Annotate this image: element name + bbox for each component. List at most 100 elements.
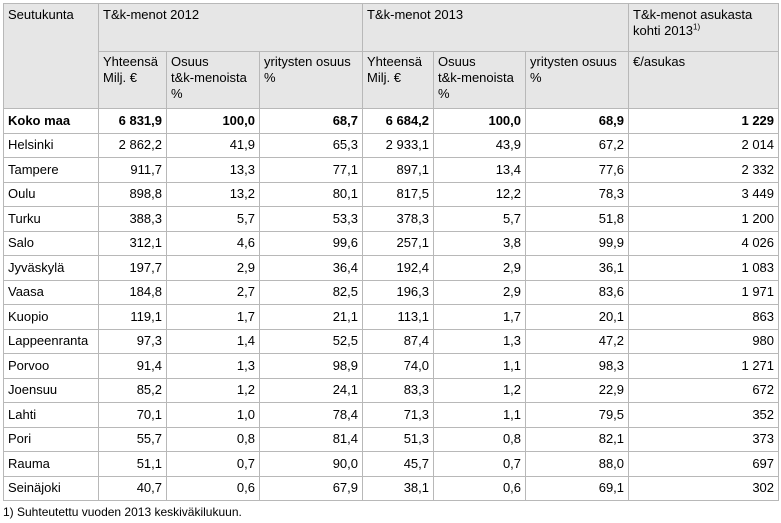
cell-region: Kuopio	[3, 304, 99, 330]
label-line: t&k-menoista	[438, 70, 514, 85]
cell-company-share-2012: 24,1	[258, 377, 364, 403]
cell-share-2013: 3,8	[433, 230, 527, 256]
cell-total-2012: 119,1	[98, 304, 167, 330]
cell-share-2013: 13,4	[433, 157, 527, 183]
table-row: Seinäjoki 40,7 0,6 67,9 38,1 0,6 69,1 302	[3, 475, 780, 501]
cell-company-share-2013: 78,3	[525, 181, 630, 207]
cell-total-2012: 197,7	[98, 255, 167, 281]
label-line: Milj. €	[367, 70, 401, 85]
cell-total-2013: 74,0	[362, 353, 435, 379]
cell-per-capita-2013: 1 229	[628, 108, 780, 134]
table-body: Koko maa 6 831,9 100,0 68,7 6 684,2 100,0 68,9…	[3, 108, 780, 501]
cell-company-share-2013: 20,1	[525, 304, 630, 330]
cell-share-2013: 0,7	[433, 451, 527, 477]
table-row: Lahti 70,1 1,0 78,4 71,3 1,1 79,5 352	[3, 402, 780, 428]
cell-share-2012: 1,7	[166, 304, 260, 330]
cell-total-2013: 2 933,1	[362, 132, 435, 158]
per-capita-title: T&k-menot asukasta kohti 2013	[633, 7, 753, 38]
label-line: t&k-menoista	[171, 70, 247, 85]
col-header-share-2012: Osuus t&k-menoista%	[166, 51, 260, 109]
cell-total-2013: 6 684,2	[362, 108, 435, 134]
col-header-company-2013: yritysten osuus%	[525, 51, 630, 109]
cell-total-2012: 312,1	[98, 230, 167, 256]
cell-share-2012: 5,7	[166, 206, 260, 232]
cell-per-capita-2013: 373	[628, 426, 780, 452]
cell-company-share-2012: 99,6	[258, 230, 364, 256]
table-row-total: Koko maa 6 831,9 100,0 68,7 6 684,2 100,0 68,9…	[3, 108, 780, 134]
cell-region: Porvoo	[3, 353, 99, 379]
cell-share-2013: 1,7	[433, 304, 527, 330]
cell-share-2013: 2,9	[433, 255, 527, 281]
cell-total-2013: 51,3	[362, 426, 435, 452]
table-row: Lappeenranta 97,3 1,4 52,5 87,4 1,3 47,2 980	[3, 328, 780, 354]
cell-company-share-2012: 77,1	[258, 157, 364, 183]
cell-company-share-2013: 79,5	[525, 402, 630, 428]
cell-share-2013: 1,1	[433, 353, 527, 379]
label-line: %	[264, 70, 276, 85]
cell-total-2013: 83,3	[362, 377, 435, 403]
cell-total-2013: 38,1	[362, 475, 435, 501]
cell-company-share-2012: 81,4	[258, 426, 364, 452]
cell-total-2012: 6 831,9	[98, 108, 167, 134]
cell-region: Joensuu	[3, 377, 99, 403]
col-header-total-2013: Yhteensä Milj. €	[362, 51, 435, 109]
cell-total-2012: 898,8	[98, 181, 167, 207]
cell-total-2013: 113,1	[362, 304, 435, 330]
label-line: Yhteensä	[367, 54, 422, 69]
cell-region: Oulu	[3, 181, 99, 207]
cell-total-2012: 85,2	[98, 377, 167, 403]
cell-share-2013: 0,6	[433, 475, 527, 501]
cell-region: Jyväskylä	[3, 255, 99, 281]
cell-company-share-2012: 67,9	[258, 475, 364, 501]
cell-company-share-2013: 82,1	[525, 426, 630, 452]
cell-company-share-2013: 77,6	[525, 157, 630, 183]
label-line: Milj. €	[103, 70, 137, 85]
cell-total-2012: 97,3	[98, 328, 167, 354]
cell-total-2012: 91,4	[98, 353, 167, 379]
cell-total-2013: 257,1	[362, 230, 435, 256]
cell-total-2012: 51,1	[98, 451, 167, 477]
cell-total-2013: 378,3	[362, 206, 435, 232]
label-line: %	[438, 86, 450, 101]
cell-per-capita-2013: 2 014	[628, 132, 780, 158]
cell-company-share-2013: 36,1	[525, 255, 630, 281]
cell-company-share-2013: 99,9	[525, 230, 630, 256]
cell-region: Seinäjoki	[3, 475, 99, 501]
cell-share-2012: 41,9	[166, 132, 260, 158]
cell-region: Helsinki	[3, 132, 99, 158]
cell-share-2012: 1,4	[166, 328, 260, 354]
cell-per-capita-2013: 1 271	[628, 353, 780, 379]
cell-share-2012: 13,2	[166, 181, 260, 207]
label-line: %	[530, 70, 542, 85]
table-row: Joensuu 85,2 1,2 24,1 83,3 1,2 22,9 672	[3, 377, 780, 403]
table-row: Helsinki 2 862,2 41,9 65,3 2 933,1 43,9 67,2 2 …	[3, 132, 780, 158]
cell-region: Salo	[3, 230, 99, 256]
label-line: Osuus	[438, 54, 476, 69]
cell-per-capita-2013: 672	[628, 377, 780, 403]
rd-expenditure-table: Seutukunta T&k-menot 2012 T&k-menot 2013…	[3, 3, 780, 501]
cell-share-2012: 100,0	[166, 108, 260, 134]
label-line: Osuus	[171, 54, 209, 69]
col-header-share-2013: Osuus t&k-menoista%	[433, 51, 527, 109]
cell-region: Koko maa	[3, 108, 99, 134]
cell-region: Pori	[3, 426, 99, 452]
table-row: Porvoo 91,4 1,3 98,9 74,0 1,1 98,3 1 271	[3, 353, 780, 379]
col-group-per-capita: T&k-menot asukasta kohti 20131)	[628, 3, 780, 52]
cell-total-2012: 184,8	[98, 279, 167, 305]
cell-company-share-2013: 98,3	[525, 353, 630, 379]
cell-per-capita-2013: 1 083	[628, 255, 780, 281]
col-header-company-2012: yritysten osuus%	[258, 51, 364, 109]
cell-company-share-2013: 47,2	[525, 328, 630, 354]
cell-share-2012: 0,7	[166, 451, 260, 477]
cell-share-2012: 2,7	[166, 279, 260, 305]
cell-share-2012: 13,3	[166, 157, 260, 183]
col-header-total-2012: Yhteensä Milj. €	[98, 51, 167, 109]
cell-total-2013: 897,1	[362, 157, 435, 183]
cell-share-2013: 2,9	[433, 279, 527, 305]
col-header-per-capita: €/asukas	[628, 51, 780, 109]
table-row: Turku 388,3 5,7 53,3 378,3 5,7 51,8 1 200	[3, 206, 780, 232]
cell-per-capita-2013: 2 332	[628, 157, 780, 183]
table-row: Tampere 911,7 13,3 77,1 897,1 13,4 77,6 2 332	[3, 157, 780, 183]
table-row: Kuopio 119,1 1,7 21,1 113,1 1,7 20,1 863	[3, 304, 780, 330]
cell-share-2012: 0,6	[166, 475, 260, 501]
